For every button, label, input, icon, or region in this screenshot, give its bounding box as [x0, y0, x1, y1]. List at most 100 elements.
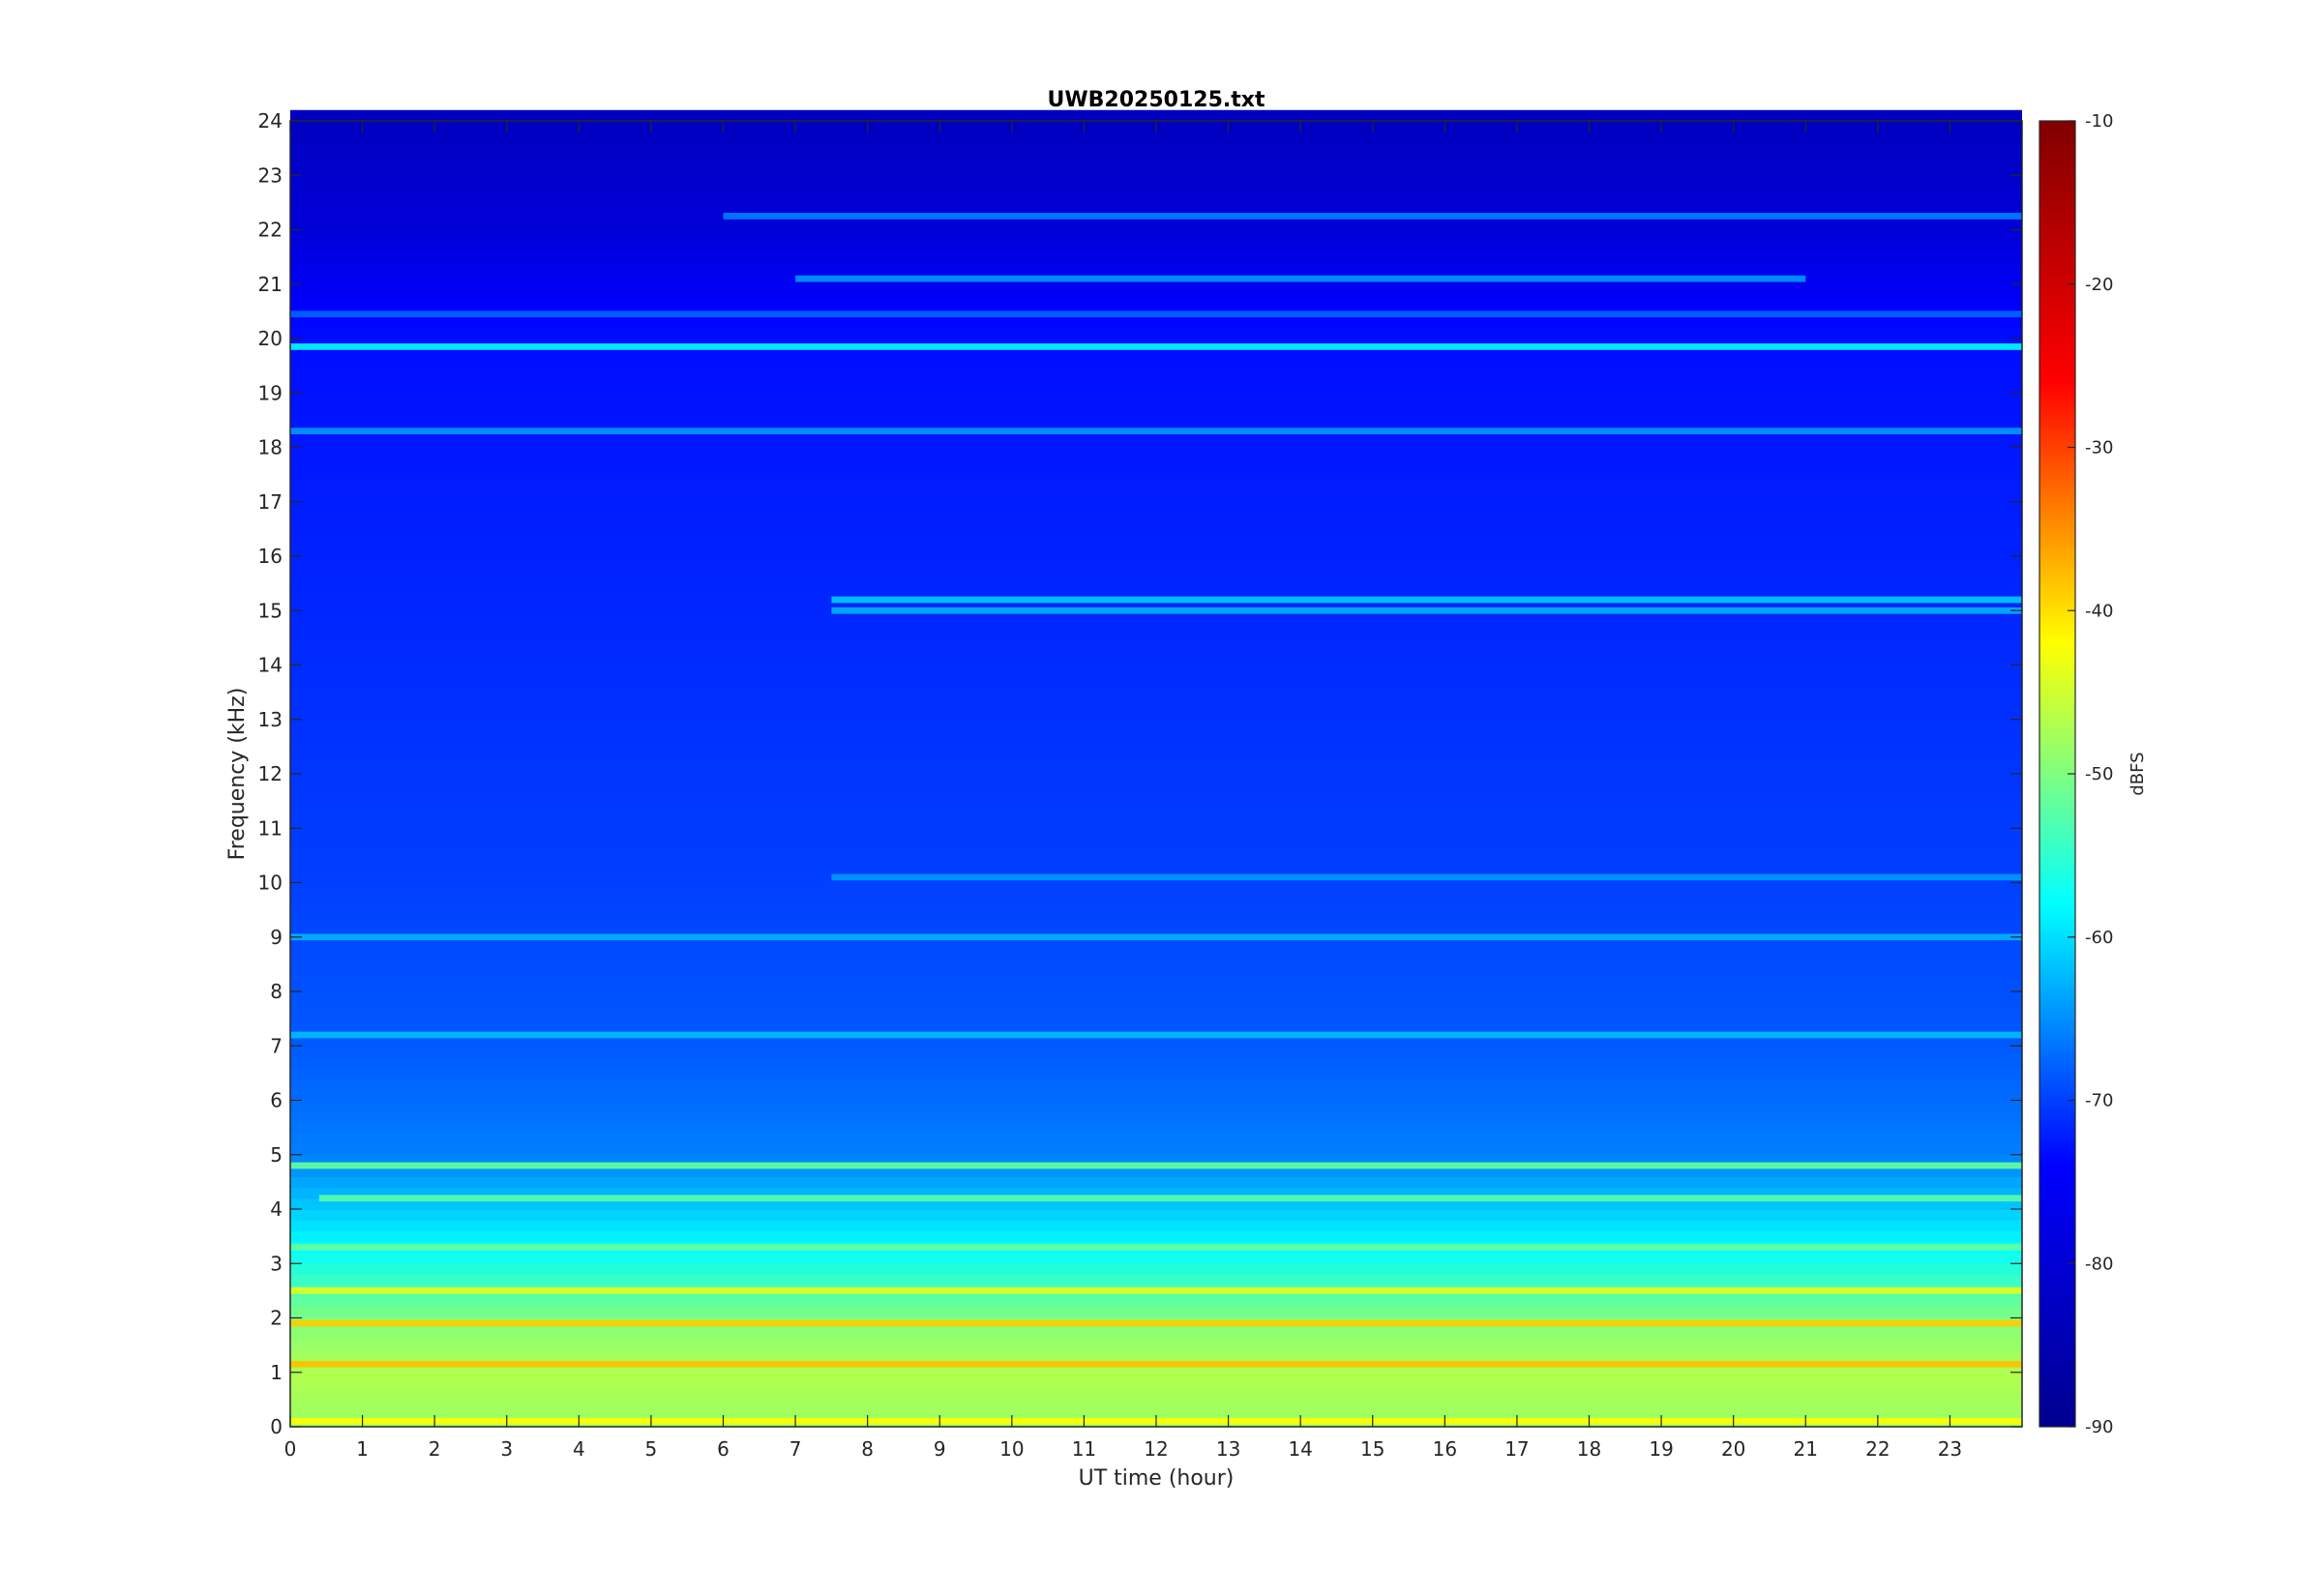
tonal-line — [290, 310, 2022, 318]
spectrum-band — [290, 1035, 2022, 1047]
x-tick-label: 17 — [1504, 1437, 1529, 1461]
spectrum-band — [290, 1307, 2022, 1319]
spectrum-band — [290, 600, 2022, 611]
spectrum-band — [290, 948, 2022, 960]
x-tick-label: 3 — [500, 1437, 513, 1461]
x-tick-label: 5 — [645, 1437, 658, 1461]
spectrum-band — [290, 403, 2022, 416]
colorbar-tick-label: -60 — [2085, 928, 2113, 948]
x-tick-label: 11 — [1072, 1437, 1096, 1461]
x-tick-label: 14 — [1288, 1437, 1312, 1461]
spectrum-band — [290, 251, 2022, 263]
x-tick-label: 19 — [1649, 1437, 1673, 1461]
y-tick-label: 16 — [258, 545, 283, 568]
tonal-line — [831, 596, 2022, 604]
spectrum-band — [290, 665, 2022, 677]
x-tick-label: 12 — [1144, 1437, 1168, 1461]
x-tick-label: 15 — [1360, 1437, 1384, 1461]
spectrum-band — [290, 283, 2022, 296]
spectrum-band — [290, 164, 2022, 176]
spectrum-band — [290, 1002, 2022, 1015]
spectrum-band — [290, 1122, 2022, 1134]
spectrum-band — [290, 774, 2022, 785]
plot-area — [290, 109, 2022, 1428]
spectrum-band — [290, 175, 2022, 188]
y-tick-label: 23 — [258, 163, 283, 187]
spectrum-band — [290, 675, 2022, 688]
spectrum-band — [290, 1046, 2022, 1058]
colorbar: -10 -20 -30 -40 -50 -60 -70 -80 -90 dBFS — [2039, 111, 2148, 1437]
spectrum-band — [290, 828, 2022, 841]
spectrum-band — [290, 1176, 2022, 1189]
spectrum-band — [290, 316, 2022, 329]
spectrum-band — [290, 1350, 2022, 1363]
colorbar-tick-label: -30 — [2085, 438, 2113, 458]
x-tick-label: 7 — [789, 1437, 802, 1461]
spectrum-band — [290, 861, 2022, 872]
spectrum-band — [290, 730, 2022, 742]
spectrum-band — [290, 817, 2022, 829]
spectrum-band — [290, 1079, 2022, 1090]
spectrum-band — [290, 708, 2022, 721]
spectrum-band — [290, 556, 2022, 568]
spectrum-band — [290, 327, 2022, 340]
spectrum-band — [290, 436, 2022, 449]
colorbar-tick-label: -90 — [2085, 1417, 2113, 1437]
x-tick-label: 8 — [861, 1437, 874, 1461]
spectrum-band — [290, 1089, 2022, 1102]
y-tick-label: 7 — [270, 1034, 283, 1057]
tonal-line — [290, 933, 2022, 941]
y-tick-label: 5 — [270, 1143, 283, 1167]
spectrum-band — [290, 295, 2022, 307]
spectrum-band — [290, 132, 2022, 144]
spectrum-band — [290, 610, 2022, 623]
spectrum-band — [290, 1253, 2022, 1264]
tonal-line — [831, 606, 2022, 614]
spectrum-band — [290, 1187, 2022, 1199]
y-tick-label: 13 — [258, 708, 283, 731]
y-tick-label: 0 — [270, 1415, 283, 1438]
colorbar-tick-label: -50 — [2085, 764, 2113, 784]
spectrum-band — [290, 1394, 2022, 1406]
x-tick-label: 10 — [999, 1437, 1024, 1461]
spectrum-band — [290, 1133, 2022, 1145]
y-tick-label: 9 — [270, 926, 283, 949]
spectrum-band — [290, 643, 2022, 655]
x-tick-label: 4 — [573, 1437, 585, 1461]
spectrum-band — [290, 741, 2022, 754]
spectrum-band — [290, 1263, 2022, 1276]
spectrum-band — [290, 219, 2022, 231]
x-tick-label: 20 — [1721, 1437, 1745, 1461]
colorbar-tick-label: -20 — [2085, 275, 2113, 295]
spectrum-band — [290, 1100, 2022, 1112]
tonal-line — [318, 1195, 2022, 1202]
y-tick-label: 20 — [258, 327, 283, 350]
spectrum-band — [290, 262, 2022, 275]
x-tick-label: 6 — [717, 1437, 729, 1461]
spectrum-band — [290, 959, 2022, 971]
spectrum-band — [290, 534, 2022, 547]
spectrum-band — [290, 240, 2022, 252]
spectrum-band — [290, 806, 2022, 818]
spectrum-band — [290, 1296, 2022, 1308]
x-tick-label: 9 — [934, 1437, 946, 1461]
spectrum-band — [290, 1143, 2022, 1156]
y-tick-label: 18 — [258, 436, 283, 459]
spectrum-band — [290, 1372, 2022, 1384]
tonal-line — [290, 1162, 2022, 1169]
spectrum-band — [290, 1209, 2022, 1221]
spectrum-band — [290, 469, 2022, 481]
colorbar-tick-label: -40 — [2085, 601, 2113, 621]
spectrum-band — [290, 849, 2022, 862]
spectrum-band — [290, 697, 2022, 710]
spectrum-band — [290, 490, 2022, 503]
spectrum-band — [290, 1340, 2022, 1351]
y-tick-label: 22 — [258, 219, 283, 242]
spectrum-band — [290, 980, 2022, 992]
spectrum-band — [290, 839, 2022, 851]
spectrum-band — [290, 1220, 2022, 1232]
spectrum-band — [290, 447, 2022, 459]
x-tick-label: 23 — [1938, 1437, 1962, 1461]
spectrum-band — [290, 1383, 2022, 1395]
